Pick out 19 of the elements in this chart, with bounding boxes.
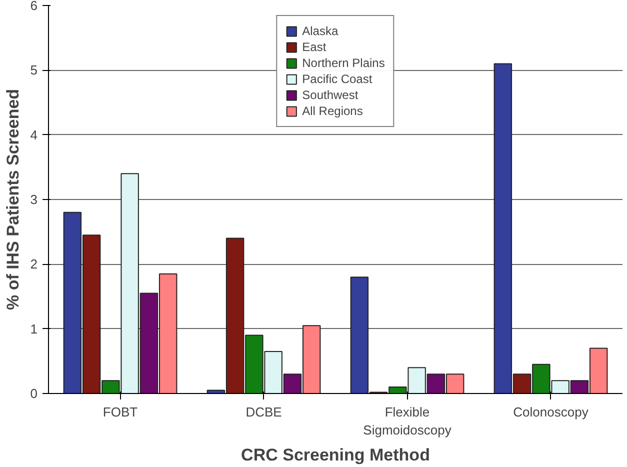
legend-label: Alaska bbox=[302, 24, 338, 38]
y-tick-label: 4 bbox=[30, 127, 38, 142]
x-axis-title: CRC Screening Method bbox=[241, 446, 430, 464]
legend-label: East bbox=[302, 40, 326, 54]
x-tick-label: Flexible Sigmoidoscopy bbox=[363, 404, 452, 438]
legend-label: All Regions bbox=[302, 104, 363, 118]
y-tick-label: 0 bbox=[30, 386, 38, 401]
legend-label: Southwest bbox=[302, 88, 358, 102]
y-tick-label: 3 bbox=[30, 192, 38, 207]
x-tick-label: DCBE bbox=[246, 404, 282, 420]
y-tick-label: 5 bbox=[30, 62, 38, 78]
y-tick-label: 1 bbox=[30, 321, 38, 336]
legend-label: Pacific Coast bbox=[302, 72, 372, 86]
x-tick-label: FOBT bbox=[102, 404, 138, 420]
legend-label: Northern Plains bbox=[302, 56, 385, 70]
y-tick-label: 6 bbox=[30, 0, 38, 13]
y-axis-title: % of IHS Patients Screened bbox=[3, 88, 22, 310]
x-tick-label: Colonoscopy bbox=[513, 404, 589, 420]
y-tick-label: 2 bbox=[30, 256, 38, 272]
